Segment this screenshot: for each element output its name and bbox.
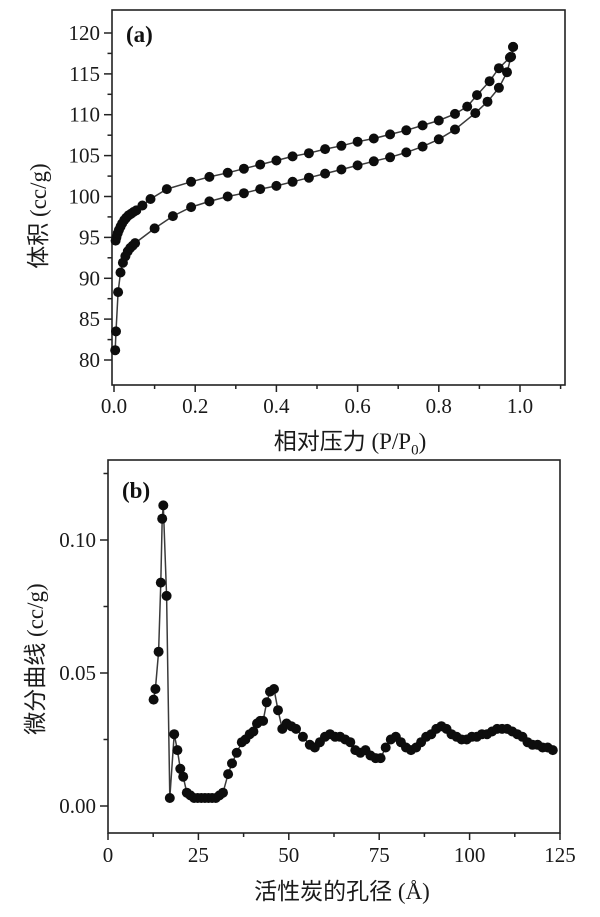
pore-size-distribution-chart: 0 25 50 75 100 125 0.00 0.05 0.10 <box>59 459 576 867</box>
nitrogen-isotherm-chart: 0.0 0.2 0.4 0.6 0.8 1.0 80 85 90 95 100 105 110 115 12… <box>69 9 566 418</box>
svg-text:0.2: 0.2 <box>182 394 208 418</box>
svg-text:100: 100 <box>454 843 486 867</box>
svg-text:80: 80 <box>79 348 100 372</box>
svg-text:95: 95 <box>79 225 100 249</box>
svg-text:0: 0 <box>103 843 114 867</box>
svg-text:50: 50 <box>278 843 299 867</box>
svg-text:0.00: 0.00 <box>59 794 96 818</box>
svg-text:120: 120 <box>69 21 101 45</box>
chart-b-y-axis-title: 微分曲线 (cc/g) <box>23 583 48 735</box>
chart-a-x-axis-title: 相对压力 (P/P0) <box>150 422 550 460</box>
chart-a-x-axis-title-close: ) <box>418 429 427 454</box>
svg-text:110: 110 <box>69 103 100 127</box>
svg-text:75: 75 <box>369 843 390 867</box>
panel-b-label: (b) <box>122 478 151 503</box>
svg-text:105: 105 <box>69 144 101 168</box>
svg-text:0.4: 0.4 <box>263 394 290 418</box>
svg-text:0.8: 0.8 <box>426 394 452 418</box>
svg-text:115: 115 <box>69 62 100 86</box>
svg-text:25: 25 <box>188 843 209 867</box>
chart-a-y-axis-title: 体积 (cc/g) <box>26 163 51 269</box>
svg-text:100: 100 <box>69 185 101 209</box>
chart-a-x-axis-title-text: 相对压力 (P/P <box>273 429 412 454</box>
svg-text:85: 85 <box>79 307 100 331</box>
svg-text:90: 90 <box>79 266 100 290</box>
svg-text:0.10: 0.10 <box>59 528 96 552</box>
svg-text:125: 125 <box>544 843 576 867</box>
chart-a-x-axis-title-subscript: 0 <box>411 442 419 459</box>
svg-text:0.0: 0.0 <box>101 394 127 418</box>
svg-text:0.05: 0.05 <box>59 661 96 685</box>
svg-text:1.0: 1.0 <box>507 394 533 418</box>
svg-text:0.6: 0.6 <box>344 394 370 418</box>
chart-b-x-axis-title: 活性炭的孔径 (Å) <box>254 879 430 904</box>
panel-a-label: (a) <box>126 22 153 47</box>
